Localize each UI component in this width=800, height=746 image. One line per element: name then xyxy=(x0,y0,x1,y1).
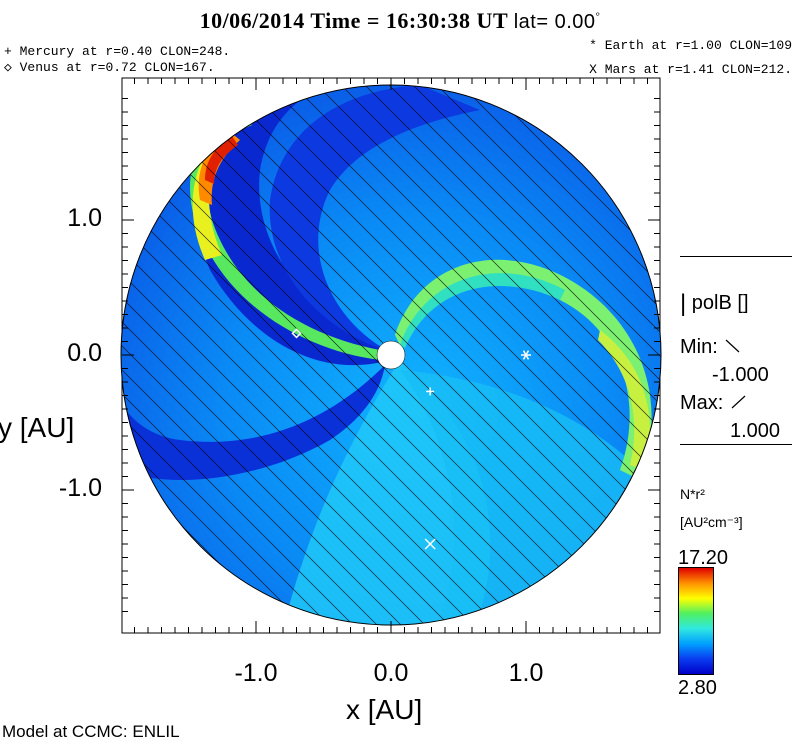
hatch-line xyxy=(744,80,800,640)
max-label: Max: xyxy=(680,392,749,415)
hatch-line xyxy=(121,85,489,625)
hatch-line xyxy=(121,85,369,625)
y-tick-label: 1.0 xyxy=(67,204,102,232)
hatch-line xyxy=(768,80,800,640)
hatch-line xyxy=(311,85,661,625)
planet-mercury-marker xyxy=(426,387,435,396)
hatch-line xyxy=(720,80,800,640)
red-patch xyxy=(205,136,238,184)
y-tick-label: 0.0 xyxy=(67,339,102,367)
inner-boundary-sun xyxy=(376,340,406,370)
y-axis-label: y [AU] xyxy=(0,412,75,443)
title-text: 10/06/2014 Time = 16:30:38 UT xyxy=(199,8,508,33)
hatch-line xyxy=(215,85,661,625)
hatch-line xyxy=(121,85,345,625)
model-credit: Model at CCMC: ENLIL xyxy=(2,722,180,741)
x-axis-ticks xyxy=(134,78,648,633)
hatch-line xyxy=(121,85,393,625)
hatch-line xyxy=(287,85,661,625)
hatch-line xyxy=(431,85,661,625)
planet-markers xyxy=(291,328,531,550)
cyan-edge-east xyxy=(400,273,565,348)
planet-earth-marker xyxy=(521,350,531,360)
x-tick-label: 1.0 xyxy=(508,659,544,687)
yellow-green-arm-east xyxy=(598,330,650,470)
hatch-line xyxy=(121,85,441,625)
hatch-line xyxy=(335,85,661,625)
degree-mark: ° xyxy=(595,10,601,23)
hatch-line xyxy=(239,85,661,625)
hatch-line xyxy=(383,85,661,625)
green-arm-east xyxy=(395,259,652,480)
colorbar-max: 17.20 xyxy=(678,547,729,569)
hatch-line xyxy=(121,85,561,625)
hatch-line xyxy=(121,85,321,625)
venus-legend: ◇ Venus at r=0.72 CLON=167. xyxy=(4,60,215,75)
min-label: Min: xyxy=(680,336,743,359)
panel-bottom-rule xyxy=(680,444,792,445)
hatch-line xyxy=(792,80,800,640)
hatch-line xyxy=(121,85,297,625)
hatch-line xyxy=(121,85,537,625)
hatch-line xyxy=(479,85,661,625)
hatch-line xyxy=(359,85,661,625)
hatch-line xyxy=(121,85,417,625)
hatch-line xyxy=(407,85,661,625)
dark-blue-arm-south xyxy=(121,365,385,480)
hatch-line xyxy=(263,85,661,625)
colorbar-min: 2.80 xyxy=(678,677,717,699)
x-tick-label: -1.0 xyxy=(234,659,278,687)
min-value: -1.000 xyxy=(712,364,769,386)
min-contour-icon xyxy=(725,339,740,353)
latitude-label: lat= 0.00 xyxy=(513,11,596,33)
y-tick-label: -1.0 xyxy=(58,474,102,502)
min-label-text: Min: xyxy=(680,336,718,358)
variable-name: polB [] xyxy=(691,292,749,314)
colorbar xyxy=(678,567,714,675)
max-label-text: Max: xyxy=(680,392,724,414)
variable-label: | polB [] xyxy=(680,290,749,318)
dark-blue-arm-inner xyxy=(269,85,480,352)
x-tick-label: 0.0 xyxy=(373,659,409,687)
variable-bar: | xyxy=(680,290,687,317)
colorbar-units: [AU²cm⁻³] xyxy=(680,514,743,530)
panel-top-rule xyxy=(680,256,792,257)
hatch-line xyxy=(121,85,585,625)
planet-mars-marker xyxy=(424,538,436,550)
max-value: 1.000 xyxy=(730,420,781,442)
plot-title: 10/06/2014 Time = 16:30:38 UT lat= 0.00° xyxy=(0,8,800,34)
mercury-legend: + Mercury at r=0.40 CLON=248. xyxy=(4,44,231,59)
mars-legend: X Mars at r=1.41 CLON=212. xyxy=(589,62,792,77)
y-axis-ticks xyxy=(122,98,660,612)
x-axis-label: x [AU] xyxy=(346,694,423,725)
hatch-line xyxy=(455,85,661,625)
planet-venus-marker xyxy=(291,328,302,339)
earth-legend: * Earth at r=1.00 CLON=109 xyxy=(589,38,792,53)
colorbar-quantity: N*r² xyxy=(680,486,705,502)
max-contour-icon xyxy=(731,395,746,409)
hatch-line xyxy=(121,85,513,625)
hatch-line xyxy=(121,85,465,625)
